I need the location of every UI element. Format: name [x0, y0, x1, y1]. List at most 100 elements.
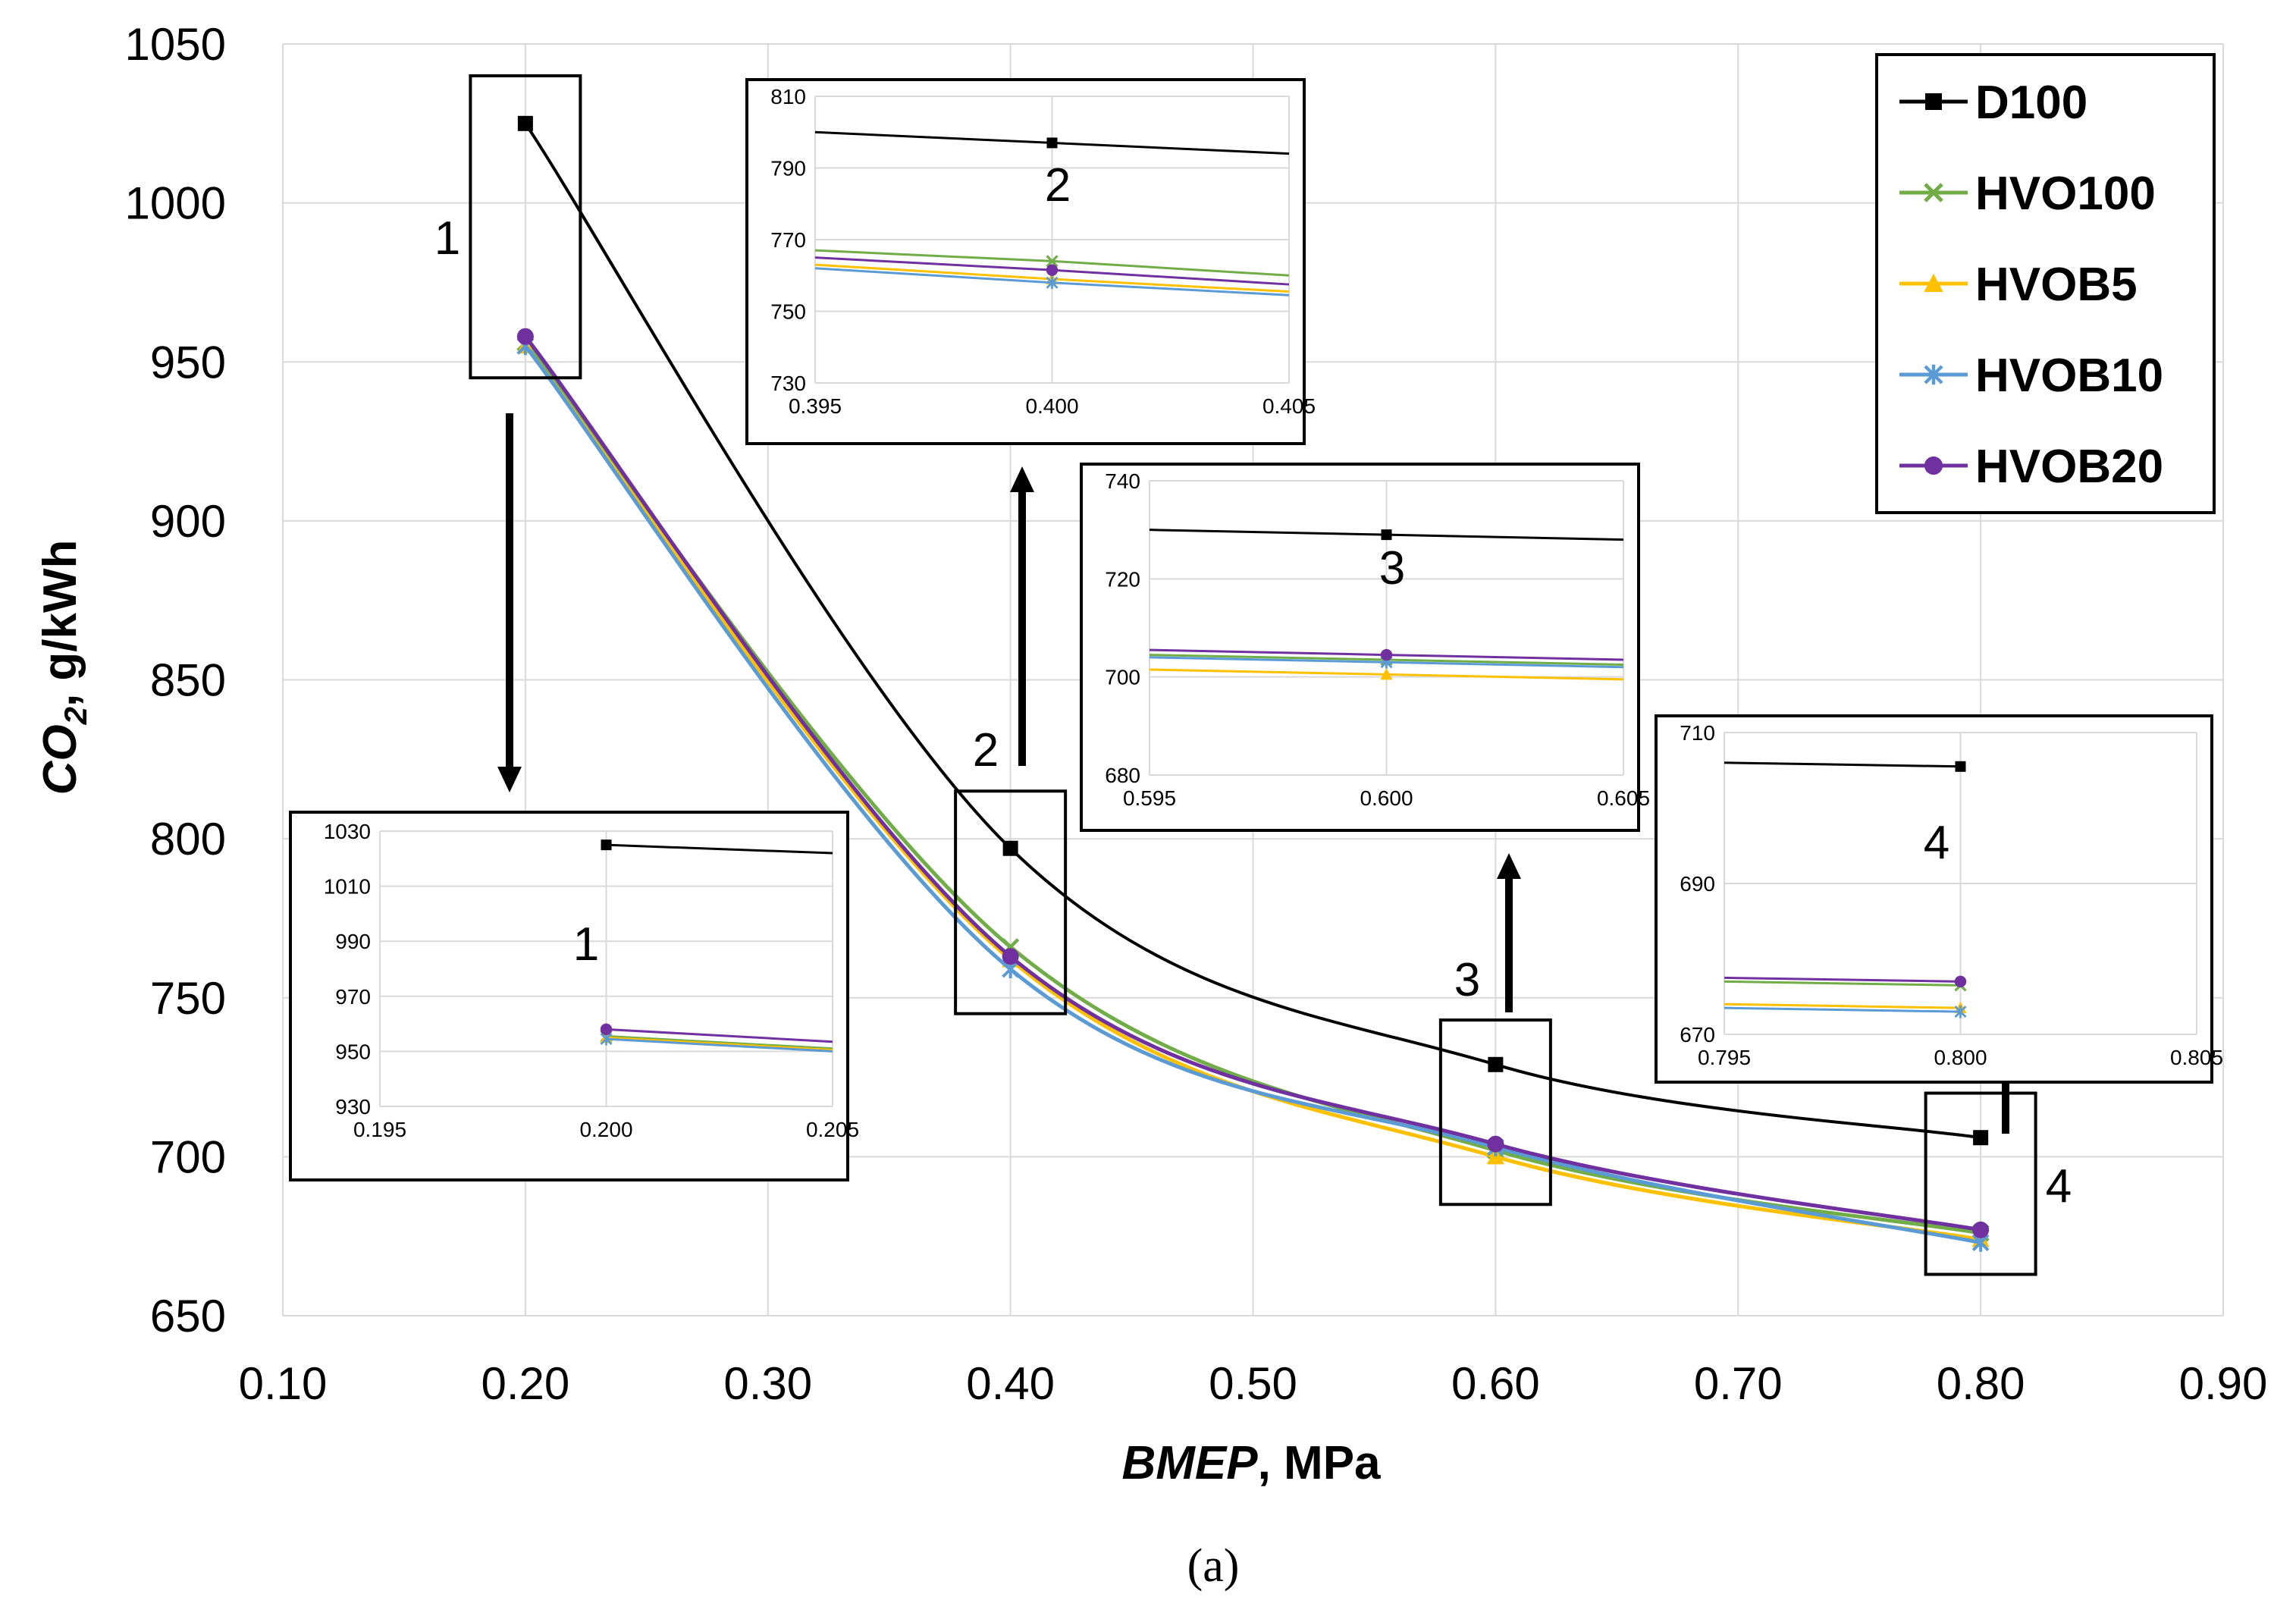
inset-line-d100: [606, 843, 833, 855]
y-tick-label: 900: [150, 496, 226, 547]
inset-point-hvob20: [1046, 264, 1059, 276]
point-hvob20: [1487, 1135, 1504, 1153]
legend-swatch-marker: [1924, 364, 1943, 385]
legend-entry-hvob5: HVOB5: [1899, 259, 2138, 311]
y-tick-label: 650: [150, 1291, 226, 1341]
y-tick-label: 1000: [125, 178, 226, 229]
inset-y-tick-label: 1010: [324, 875, 371, 899]
zoom-box-label: 2: [973, 724, 999, 777]
y-axis-title-unit: , g/kWh: [34, 540, 86, 707]
inset-label: 3: [1379, 542, 1405, 595]
x-tick-label: 0.70: [1694, 1358, 1783, 1409]
inset-line-hvob20: [1724, 976, 1961, 983]
inset-frame: [745, 78, 1306, 445]
legend-swatch-marker: [1924, 456, 1943, 475]
inset-y-tick-label: 770: [770, 228, 806, 252]
legend: D100 HVO100 HVOB5 HVOB10 HVOB20: [1875, 53, 2216, 514]
x-axis-title-unit: , MPa: [1258, 1437, 1381, 1489]
legend-entry-hvob10: HVOB10: [1899, 350, 2163, 402]
inset-y-tick-label: 690: [1680, 872, 1715, 896]
inset-line-hvo100: [606, 1034, 833, 1050]
x-tick-label: 0.10: [239, 1358, 328, 1409]
y-axis-title: CO2, g/kWh: [34, 540, 93, 795]
arrow-zone-1: [497, 413, 522, 792]
arrow-head: [1497, 853, 1521, 879]
arrow-head: [1010, 466, 1034, 492]
inset-x-tick-label: 0.205: [806, 1118, 859, 1141]
y-tick-labels: 650 700 750 800 850 900 950 1000 1050: [125, 19, 226, 1341]
zoom-box-label: 3: [1454, 954, 1480, 1006]
inset-y-tick-label: 680: [1105, 764, 1140, 787]
legend-label: D100: [1975, 77, 2087, 129]
inset-line-d100: [1724, 761, 1961, 768]
zoom-box-4: [1924, 1091, 2037, 1276]
inset-frame: [1655, 714, 2213, 1084]
inset-point-hvob10: [1954, 1005, 1967, 1018]
y-axis-title-sub: 2: [58, 707, 93, 725]
inset-line-hvob10: [1724, 1006, 1961, 1013]
x-axis-title-italic: BMEP: [1121, 1437, 1258, 1489]
inset-label: 1: [573, 918, 599, 971]
inset-frame: [1080, 463, 1640, 832]
series-lines: [516, 115, 1990, 1252]
y-tick-label: 800: [150, 814, 226, 864]
inset-y-tick-label: 740: [1105, 469, 1140, 493]
arrow-zone-3: [1497, 853, 1521, 1012]
inset-panels: 0.195 0.200 0.205 930 950 970 990 1010 1030 1 0.39…: [289, 78, 2223, 1181]
inset-point-d100: [601, 839, 612, 851]
zoom-box-label: 4: [2046, 1160, 2072, 1213]
zoom-box-3: [1438, 1018, 1552, 1207]
x-tick-label: 0.90: [2179, 1358, 2268, 1409]
zoom-box-2: [954, 789, 1068, 1015]
legend-swatch-marker: [1925, 93, 1942, 110]
legend-label: HVO100: [1975, 168, 2156, 220]
inset-y-tick-label: 790: [770, 157, 806, 180]
inset-x-tick-label: 0.400: [1025, 394, 1078, 418]
inset-line-hvob10: [606, 1037, 833, 1053]
inset-point-hvob20: [1954, 975, 1967, 988]
x-tick-label: 0.60: [1451, 1358, 1540, 1409]
y-tick-label: 850: [150, 655, 226, 706]
line-hvob10: [523, 344, 1981, 1245]
inset-x-tick-label: 0.600: [1360, 786, 1413, 810]
legend-label: HVOB10: [1975, 350, 2163, 402]
point-d100: [1002, 840, 1018, 856]
inset-point-d100: [1381, 529, 1392, 541]
inset-x-tick-label: 0.795: [1698, 1046, 1751, 1069]
legend-entry-hvo100: HVO100: [1899, 168, 2156, 220]
inset-x-tick-label: 0.200: [579, 1118, 632, 1141]
inset-point-hvo100: [1046, 255, 1059, 268]
inset-y-tick-label: 810: [770, 85, 806, 108]
point-hvob20: [1972, 1221, 1990, 1238]
inset-y-tick-label: 1030: [324, 820, 371, 843]
inset-y-tick-label: 950: [335, 1040, 371, 1063]
x-axis-title: BMEP, MPa: [1121, 1437, 1381, 1489]
zoom-zones: 1 2 3 4: [434, 74, 2072, 1276]
inset-y-tick-label: 750: [770, 300, 806, 324]
inset-point-d100: [1955, 761, 1966, 772]
arrow-head: [497, 767, 522, 792]
inset-label: 4: [1924, 817, 1949, 869]
x-tick-label: 0.50: [1209, 1358, 1297, 1409]
x-tick-labels: 0.10 0.20 0.30 0.40 0.50 0.60 0.70 0.80 0.90: [239, 1358, 2268, 1409]
point-d100: [1488, 1056, 1504, 1072]
inset-y-tick-label: 670: [1680, 1023, 1715, 1046]
inset-4: 0.795 0.800 0.805 670 690 710 4: [1655, 714, 2223, 1084]
inset-point-hvob10: [1046, 276, 1059, 290]
point-hvob20: [516, 328, 534, 345]
legend-label: HVOB5: [1975, 259, 2138, 311]
legend-label: HVOB20: [1975, 441, 2163, 493]
legend-entry-hvob20: HVOB20: [1899, 441, 2163, 493]
figure-caption: (a): [1187, 1540, 1240, 1592]
inset-y-tick-label: 970: [335, 985, 371, 1009]
inset-x-tick-label: 0.595: [1123, 786, 1176, 810]
legend-swatch-marker: [1924, 183, 1943, 202]
x-tick-label: 0.30: [723, 1358, 812, 1409]
inset-line-hvob5: [606, 1036, 833, 1052]
inset-y-tick-label: 930: [335, 1095, 371, 1119]
x-tick-label: 0.80: [1937, 1358, 2025, 1409]
y-tick-label: 1050: [125, 19, 226, 70]
inset-point-hvob5: [1380, 668, 1393, 680]
inset-point-d100: [1046, 137, 1058, 149]
inset-x-tick-label: 0.605: [1597, 786, 1650, 810]
